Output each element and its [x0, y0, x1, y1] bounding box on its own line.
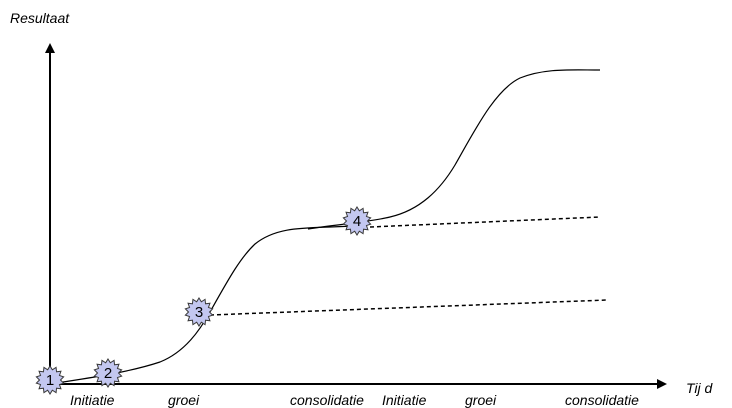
- marker-number-2: 2: [104, 365, 112, 382]
- marker-1: 1: [35, 365, 65, 395]
- phase-label-groei-2: groei: [465, 392, 497, 408]
- phase-label-initiatie-2: Initiatie: [382, 392, 427, 408]
- marker-number-1: 1: [46, 372, 54, 389]
- marker-starburst-3: [184, 297, 214, 327]
- marker-starburst-1: [35, 365, 65, 395]
- markers-layer: 1 2 3 4: [35, 206, 372, 395]
- marker-3: 3: [184, 297, 214, 327]
- second-s-curve: [307, 69, 601, 230]
- marker-number-4: 4: [353, 213, 361, 230]
- y-axis-title: Resultaat: [10, 10, 70, 26]
- phase-label-consolidatie-2: consolidatie: [565, 392, 639, 408]
- x-axis-title: Tij d: [686, 380, 714, 396]
- extrapolation-line-4: [369, 216, 601, 228]
- marker-number-3: 3: [195, 304, 203, 321]
- marker-starburst-2: [93, 358, 123, 388]
- marker-2: 2: [93, 358, 123, 388]
- extrapolation-line-3: [209, 299, 608, 316]
- phase-label-groei-1: groei: [168, 392, 200, 408]
- marker-starburst-4: [342, 206, 372, 236]
- phase-label-initiatie-1: Initiatie: [70, 392, 115, 408]
- marker-4: 4: [342, 206, 372, 236]
- phase-label-consolidatie-1: consolidatie: [290, 392, 364, 408]
